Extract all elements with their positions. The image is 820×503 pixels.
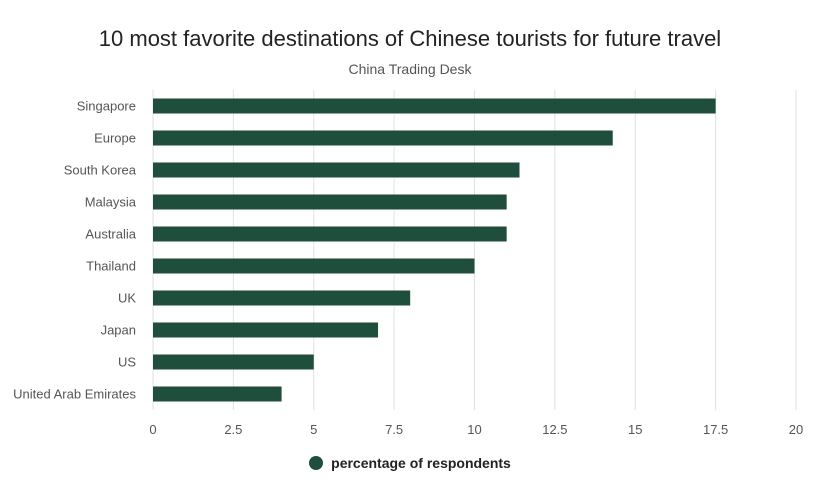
y-category-label: Malaysia xyxy=(85,195,137,210)
bar[interactable] xyxy=(153,194,507,210)
y-category-label: United Arab Emirates xyxy=(13,387,136,402)
bar[interactable] xyxy=(153,258,475,274)
x-tick-label: 5 xyxy=(310,422,317,437)
bar[interactable] xyxy=(153,354,314,370)
legend-swatch xyxy=(309,456,324,470)
bar[interactable] xyxy=(153,98,716,114)
x-tick-label: 10 xyxy=(467,422,481,437)
y-category-label: US xyxy=(118,355,136,370)
y-category-label: UK xyxy=(118,291,136,306)
bar[interactable] xyxy=(153,226,507,242)
bar[interactable] xyxy=(153,290,411,306)
y-category-label: Singapore xyxy=(77,99,136,114)
y-category-label: South Korea xyxy=(64,163,137,178)
chart-legend[interactable]: percentage of respondents xyxy=(0,455,820,471)
bar[interactable] xyxy=(153,130,613,146)
x-tick-label: 2.5 xyxy=(224,422,242,437)
y-category-label: Australia xyxy=(85,227,136,242)
bar[interactable] xyxy=(153,322,379,338)
y-category-label: Europe xyxy=(94,131,136,146)
x-tick-label: 17.5 xyxy=(703,422,728,437)
x-tick-label: 20 xyxy=(789,422,803,437)
chart-title: 10 most favorite destinations of Chinese… xyxy=(98,26,722,51)
legend-label: percentage of respondents xyxy=(331,455,511,471)
x-tick-label: 7.5 xyxy=(385,422,403,437)
x-tick-label: 0 xyxy=(149,422,156,437)
chart-subtitle: China Trading Desk xyxy=(348,61,472,77)
x-tick-label: 12.5 xyxy=(542,422,567,437)
y-category-label: Thailand xyxy=(86,259,136,274)
bar[interactable] xyxy=(153,386,282,402)
y-category-label: Japan xyxy=(101,323,136,338)
x-tick-label: 15 xyxy=(628,422,642,437)
bar[interactable] xyxy=(153,162,520,178)
